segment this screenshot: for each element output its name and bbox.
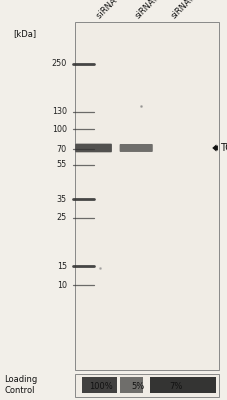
Text: 70: 70 (57, 144, 67, 154)
Text: Loading
Control: Loading Control (5, 375, 38, 395)
Text: siRNA#2: siRNA#2 (170, 0, 202, 20)
Bar (120, 377, 143, 393)
Text: 100: 100 (52, 125, 67, 134)
Text: 250: 250 (52, 59, 67, 68)
Bar (75, 374, 219, 397)
Bar (75, 22, 219, 370)
Text: TCF3: TCF3 (220, 143, 227, 153)
Text: [kDa]: [kDa] (14, 29, 37, 38)
Bar (150, 377, 216, 393)
Text: siRNA#1: siRNA#1 (133, 0, 166, 20)
FancyBboxPatch shape (75, 144, 112, 152)
Bar (82, 377, 117, 393)
FancyArrow shape (212, 144, 218, 152)
Text: siRNA Ctrl: siRNA Ctrl (95, 0, 131, 20)
Text: 25: 25 (57, 214, 67, 222)
Text: 35: 35 (57, 195, 67, 204)
Text: 130: 130 (52, 107, 67, 116)
FancyBboxPatch shape (120, 144, 153, 152)
Text: 10: 10 (57, 281, 67, 290)
Text: 100%: 100% (89, 382, 113, 391)
Text: 7%: 7% (169, 382, 183, 391)
Text: 55: 55 (57, 160, 67, 169)
Text: 5%: 5% (132, 382, 145, 391)
Text: 15: 15 (57, 262, 67, 271)
